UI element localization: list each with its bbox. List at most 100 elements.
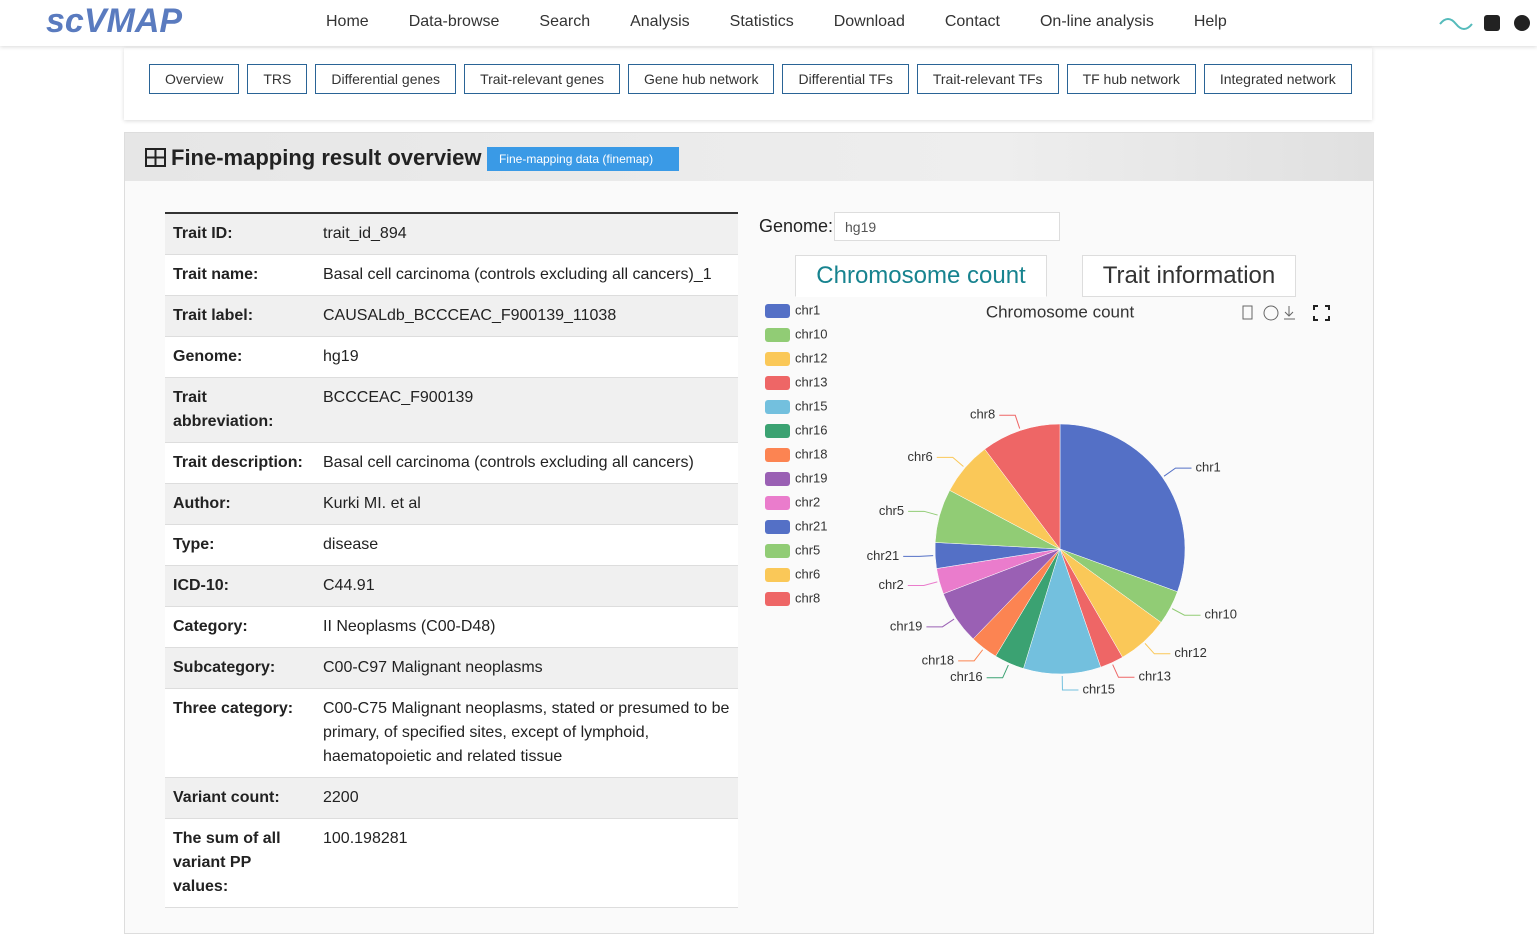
nav-link[interactable]: Contact bbox=[944, 13, 1000, 30]
table-row: Genome: hg19 bbox=[165, 336, 738, 378]
pie-slice bbox=[1059, 423, 1186, 593]
slice-label: chr6 bbox=[907, 449, 932, 464]
logo[interactable]: scVMAP bbox=[46, 2, 183, 40]
legend-swatch bbox=[765, 472, 790, 486]
download-button[interactable]: Fine-mapping data (finemap) bbox=[487, 147, 680, 171]
table-row: Three category: C00-C75 Malignant neoplas… bbox=[165, 688, 738, 778]
toolbox[interactable] bbox=[1242, 305, 1330, 321]
header-icons bbox=[1439, 15, 1530, 31]
tab-button[interactable]: Gene hub network bbox=[628, 64, 775, 94]
label-line bbox=[1171, 608, 1201, 616]
legend-label: chr5 bbox=[795, 542, 820, 557]
row-label: Trait description: bbox=[165, 442, 315, 484]
nav-link[interactable]: Statistics bbox=[729, 13, 794, 30]
row-value: C00-C97 Malignant neoplasms bbox=[315, 647, 738, 689]
navbar: scVMAP Home Data-browse Search Analysis Stat… bbox=[0, 0, 1537, 46]
nav-link[interactable]: Home bbox=[326, 13, 369, 30]
section-header: Fine-mapping result overview Fine-mappin… bbox=[125, 133, 1373, 181]
nav-link[interactable]: Search bbox=[539, 13, 591, 30]
legend-swatch bbox=[765, 328, 790, 342]
tab-button[interactable]: TF hub network bbox=[1066, 64, 1196, 94]
row-label: Category: bbox=[165, 606, 315, 648]
label-line bbox=[986, 664, 1009, 679]
slice-label: chr8 bbox=[970, 407, 995, 422]
legend-swatch bbox=[765, 424, 790, 438]
row-label: Author: bbox=[165, 483, 315, 525]
row-value: CAUSALdb_BCCCEAC_F900139_11038 bbox=[315, 295, 738, 337]
pie-slice bbox=[1023, 548, 1102, 675]
slice-label: chr18 bbox=[922, 652, 955, 667]
chart-tab[interactable]: Chromosome count bbox=[795, 255, 1047, 297]
label-line bbox=[926, 618, 955, 628]
tab-button[interactable]: Trait-relevant genes bbox=[464, 64, 621, 94]
legend-swatch bbox=[765, 400, 790, 414]
tab-button[interactable]: Overview bbox=[149, 64, 240, 94]
tab-button[interactable]: Trait-relevant TFs bbox=[916, 64, 1059, 94]
legend-label: chr12 bbox=[795, 350, 828, 365]
table-row: Trait abbreviation: BCCCEAC_F900139 bbox=[165, 377, 738, 443]
table-row: Trait name: Basal cell carcinoma (control… bbox=[165, 254, 738, 296]
label-line bbox=[1061, 675, 1079, 691]
nav-link[interactable]: Download bbox=[833, 13, 905, 30]
tab-button[interactable]: TRS bbox=[247, 64, 308, 94]
row-value: disease bbox=[315, 524, 738, 566]
row-label: The sum of all variant PP values: bbox=[165, 818, 315, 908]
slice-label: chr1 bbox=[1196, 460, 1221, 475]
legend-label: chr16 bbox=[795, 422, 828, 437]
row-label: Three category: bbox=[165, 688, 315, 778]
info-table: Trait ID: trait_id_894 Trait name: Basal ce… bbox=[165, 212, 738, 908]
legend-label: chr13 bbox=[795, 374, 828, 389]
row-value: trait_id_894 bbox=[315, 213, 738, 255]
nav-link[interactable]: Analysis bbox=[630, 13, 690, 30]
slice-label: chr13 bbox=[1138, 669, 1171, 684]
row-value: 2200 bbox=[315, 777, 738, 819]
tab-button[interactable]: Differential genes bbox=[315, 64, 457, 94]
tab-button[interactable]: Integrated network bbox=[1203, 64, 1352, 94]
section-title: Fine-mapping result overview bbox=[171, 145, 482, 170]
genome-select[interactable]: hg19 bbox=[834, 212, 1060, 241]
slice-label: chr12 bbox=[1174, 645, 1207, 660]
logo-icon[interactable] bbox=[1439, 18, 1473, 30]
row-value: II Neoplasms (C00-D48) bbox=[315, 606, 738, 648]
tab-button[interactable]: Differential TFs bbox=[782, 64, 909, 94]
theme-icon[interactable] bbox=[1514, 15, 1530, 31]
legend-label: chr1 bbox=[795, 302, 820, 317]
legend-swatch bbox=[765, 520, 790, 534]
chart-tab[interactable]: Trait information bbox=[1082, 255, 1296, 297]
row-value: C00-C75 Malignant neoplasms, stated or p… bbox=[315, 688, 738, 778]
legend-label: chr6 bbox=[795, 566, 820, 581]
legend-swatch bbox=[765, 496, 790, 510]
chart: Chromosome countchr1chr10chr12chr13chr15… bbox=[765, 302, 1330, 696]
slice-label: chr19 bbox=[890, 618, 923, 633]
legend-label: chr8 bbox=[795, 590, 820, 605]
legend-swatch bbox=[765, 376, 790, 390]
label-line bbox=[958, 649, 984, 662]
label-line bbox=[936, 456, 964, 467]
row-label: Variant count: bbox=[165, 777, 315, 819]
label-line bbox=[1163, 467, 1192, 477]
row-value: C44.91 bbox=[315, 565, 738, 607]
tab-box: Overview TRS Differential genes Trait-relev… bbox=[124, 48, 1372, 120]
table-row: The sum of all variant PP values: 100.198… bbox=[165, 818, 738, 908]
main-panel: Fine-mapping result overview Fine-mappin… bbox=[124, 132, 1374, 934]
nav: Home Data-browse Search Analysis Statistics D… bbox=[306, 13, 1247, 31]
table-row: ICD-10: C44.91 bbox=[165, 565, 738, 607]
slice-label: chr16 bbox=[950, 669, 983, 684]
row-value: Basal cell carcinoma (controls excluding… bbox=[315, 254, 738, 296]
tabs: Overview TRS Differential genes Trait-relev… bbox=[149, 64, 1360, 94]
table-row: Trait label: CAUSALdb_BCCCEAC_F900139_110… bbox=[165, 295, 738, 337]
table-row: Trait ID: trait_id_894 bbox=[165, 213, 738, 255]
nav-link[interactable]: On-line analysis bbox=[1039, 13, 1154, 30]
row-label: Type: bbox=[165, 524, 315, 566]
nav-link[interactable]: Help bbox=[1193, 13, 1227, 30]
nav-link[interactable]: Data-browse bbox=[408, 13, 500, 30]
legend-label: chr10 bbox=[795, 326, 828, 341]
label-line bbox=[907, 581, 938, 586]
row-label: ICD-10: bbox=[165, 565, 315, 607]
row-value: hg19 bbox=[315, 336, 738, 378]
label-line bbox=[903, 555, 934, 557]
github-icon[interactable] bbox=[1484, 15, 1500, 31]
legend-label: chr18 bbox=[795, 446, 828, 461]
chart-title: Chromosome count bbox=[986, 302, 1135, 321]
row-label: Subcategory: bbox=[165, 647, 315, 689]
